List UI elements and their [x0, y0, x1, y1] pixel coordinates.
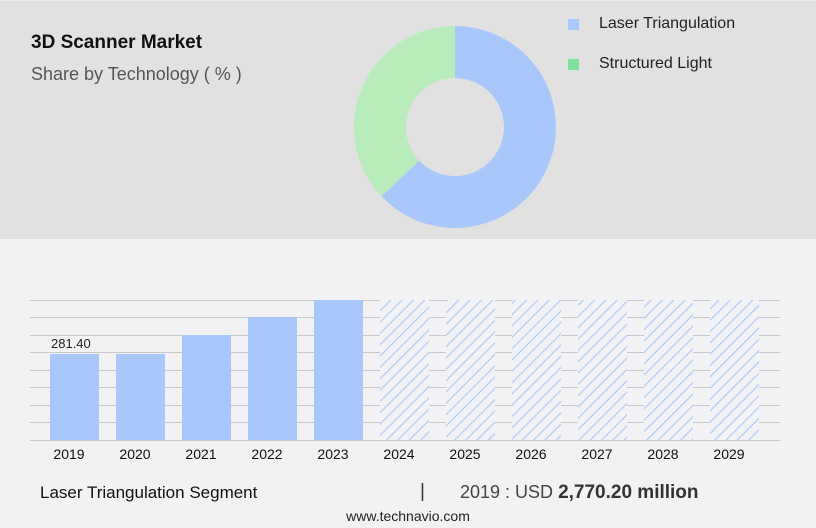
bar-chart: [30, 300, 780, 441]
legend-label: Laser Triangulation: [599, 15, 736, 32]
bar-2028: [644, 300, 693, 440]
bar-2024: [380, 300, 429, 440]
segment-year-prefix: 2019 : USD: [460, 482, 559, 502]
x-tick-2026: 2026: [515, 446, 547, 462]
bar-2029: [710, 300, 759, 440]
x-tick-2023: 2023: [317, 446, 349, 462]
legend-item-structured-light: Structured Light: [568, 54, 735, 74]
donut-slice-structured-light: [353, 25, 455, 197]
page-title: 3D Scanner Market: [31, 32, 203, 53]
x-tick-2024: 2024: [383, 446, 415, 462]
donut-chart: [353, 25, 556, 228]
bar-2021: [182, 335, 231, 440]
bar-2019: [50, 354, 99, 440]
source-url: www.technavio.com: [346, 508, 470, 524]
x-tick-2027: 2027: [581, 446, 613, 462]
bars-forecast: [380, 300, 759, 440]
bar-2026: [512, 300, 561, 440]
x-tick-2020: 2020: [119, 446, 151, 462]
x-tick-2019: 2019: [53, 446, 85, 462]
legend: Laser Triangulation Structured Light: [568, 14, 735, 94]
x-tick-2025: 2025: [449, 446, 481, 462]
bars-actual: [50, 300, 363, 440]
x-tick-2028: 2028: [647, 446, 679, 462]
legend-item-laser-triangulation: Laser Triangulation: [568, 14, 735, 34]
x-tick-2022: 2022: [251, 446, 283, 462]
x-tick-2021: 2021: [185, 446, 217, 462]
bar-data-label-2019: 281.40: [51, 336, 91, 351]
bar-2022: [248, 317, 297, 440]
bar-2027: [578, 300, 627, 440]
legend-swatch-icon: [568, 18, 579, 30]
legend-label: Structured Light: [599, 55, 712, 72]
page-subtitle: Share by Technology ( % ): [31, 64, 242, 84]
segment-value: 2019 : USD 2,770.20 million: [460, 482, 699, 504]
donut-slice-laser-triangulation: [381, 26, 556, 228]
bar-2025: [446, 300, 495, 440]
footer-separator: |: [420, 481, 425, 502]
segment-value-amount: 2,770.20 million: [558, 482, 699, 503]
x-tick-2029: 2029: [713, 446, 745, 462]
legend-swatch-icon: [568, 58, 579, 70]
bar-2020: [116, 354, 165, 440]
bar-2023: [314, 300, 363, 440]
segment-label: Laser Triangulation Segment: [40, 483, 258, 502]
